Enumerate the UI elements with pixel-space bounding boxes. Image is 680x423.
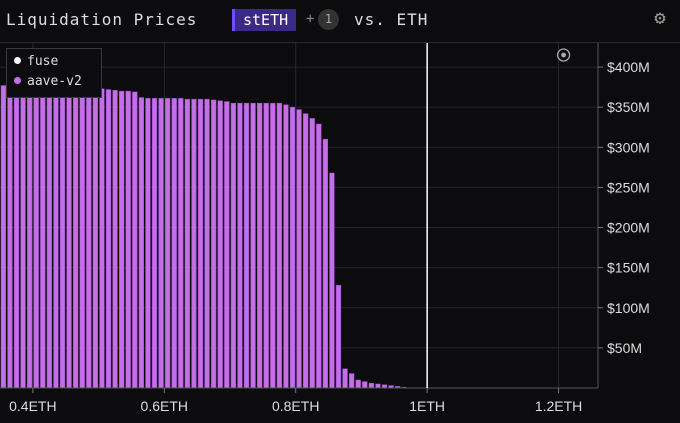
bar[interactable] (322, 139, 328, 389)
page-title: Liquidation Prices (6, 10, 198, 29)
quote-asset-label: vs. ETH (354, 10, 429, 29)
y-tick-label: $250M (607, 179, 650, 195)
bar[interactable] (375, 383, 381, 389)
bar[interactable] (158, 98, 164, 389)
bar[interactable] (138, 97, 144, 389)
chart-markers (426, 43, 571, 388)
bar[interactable] (151, 98, 158, 389)
bar[interactable] (257, 102, 263, 389)
bar[interactable] (296, 109, 302, 389)
bar[interactable] (105, 89, 112, 389)
bar[interactable] (342, 368, 348, 389)
bar[interactable] (46, 86, 52, 389)
bar[interactable] (224, 101, 230, 389)
legend-dot-icon (14, 77, 21, 84)
bar[interactable] (283, 104, 289, 389)
bar[interactable] (59, 86, 66, 389)
legend-item[interactable]: fuse (14, 53, 58, 71)
bar[interactable] (184, 98, 190, 389)
legend-label: aave-v2 (27, 74, 82, 89)
bar[interactable] (191, 98, 197, 389)
bar[interactable] (20, 86, 26, 389)
chart-axes: 0.4ETH 0.6ETH 0.8ETH 1ETH 1.2ETH $50M $100M $15… (0, 43, 650, 414)
bar[interactable] (289, 106, 296, 389)
bar[interactable] (230, 102, 236, 389)
bar[interactable] (316, 123, 322, 389)
x-tick-label: 1ETH (409, 398, 445, 414)
bar[interactable] (125, 90, 131, 389)
bar[interactable] (309, 118, 315, 389)
bar[interactable] (66, 86, 72, 389)
gear-icon[interactable]: ⚙ (654, 7, 666, 29)
bar[interactable] (0, 85, 6, 389)
x-tick-label: 1.2ETH (535, 398, 582, 414)
liquidation-chart[interactable]: 0.4ETH 0.6ETH 0.8ETH 1ETH 1.2ETH $50M $100M $15… (0, 43, 680, 423)
bar[interactable] (79, 87, 85, 389)
x-tick-label: 0.6ETH (141, 398, 188, 414)
legend-dot-icon (14, 57, 21, 64)
bar[interactable] (165, 98, 171, 389)
y-tick-label: $50M (607, 340, 642, 356)
bar[interactable] (211, 99, 217, 389)
header: Liquidation Prices stETH + 1 vs. ETH ⚙ (0, 0, 680, 42)
header-divider (0, 42, 680, 43)
bar[interactable] (33, 86, 39, 389)
bar[interactable] (329, 172, 335, 389)
bar[interactable] (145, 98, 151, 389)
bar[interactable] (53, 86, 59, 389)
bar[interactable] (99, 88, 105, 389)
bar[interactable] (171, 98, 177, 389)
bar[interactable] (119, 90, 125, 389)
bar[interactable] (362, 381, 368, 389)
y-tick-label: $150M (607, 260, 650, 276)
bar[interactable] (92, 87, 98, 389)
bar[interactable] (237, 102, 243, 389)
bar[interactable] (7, 86, 13, 389)
asset-selector-chip[interactable]: stETH (232, 9, 297, 31)
bar-series (0, 85, 407, 389)
bar[interactable] (250, 102, 256, 389)
bar[interactable] (197, 98, 204, 389)
x-tick-label: 0.4ETH (9, 398, 56, 414)
bar[interactable] (263, 102, 269, 389)
y-tick-label: $100M (607, 300, 650, 316)
bar[interactable] (204, 98, 210, 389)
bar[interactable] (349, 373, 355, 389)
bar[interactable] (86, 87, 92, 389)
bar[interactable] (270, 102, 276, 389)
bar[interactable] (303, 113, 309, 389)
bar[interactable] (73, 86, 79, 389)
bar[interactable] (27, 86, 33, 389)
target-icon-center (561, 52, 566, 58)
legend-label: fuse (27, 54, 59, 69)
bar[interactable] (335, 285, 342, 389)
bar[interactable] (40, 86, 46, 389)
y-tick-label: $300M (607, 139, 650, 155)
y-tick-label: $400M (607, 59, 650, 75)
y-tick-label: $350M (607, 99, 650, 115)
asset-count-badge[interactable]: 1 (318, 9, 339, 30)
bar[interactable] (178, 98, 184, 389)
bar[interactable] (243, 102, 250, 389)
bar[interactable] (368, 382, 374, 389)
y-tick-label: $200M (607, 220, 650, 236)
bar[interactable] (132, 91, 138, 389)
bar[interactable] (217, 100, 223, 389)
x-tick-label: 0.8ETH (272, 398, 319, 414)
bar[interactable] (355, 379, 361, 389)
add-asset-icon[interactable]: + (306, 11, 315, 27)
target-icon[interactable] (556, 48, 571, 62)
bar[interactable] (13, 86, 20, 389)
bar[interactable] (276, 102, 282, 389)
bar[interactable] (112, 90, 118, 389)
legend-item[interactable]: aave-v2 (14, 73, 82, 91)
chart-legend: fuse aave-v2 (6, 48, 102, 98)
